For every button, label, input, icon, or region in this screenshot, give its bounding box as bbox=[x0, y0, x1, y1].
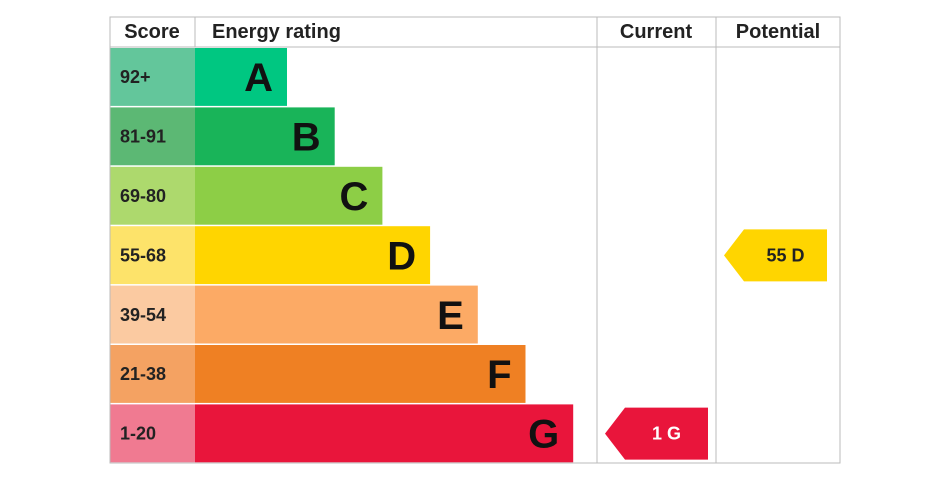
score-label: 55-68 bbox=[120, 245, 166, 265]
rating-bar bbox=[195, 107, 335, 166]
header-score: Score bbox=[124, 21, 180, 43]
header-potential: Potential bbox=[736, 21, 820, 43]
rating-letter: G bbox=[528, 413, 559, 457]
header-rating: Energy rating bbox=[212, 21, 341, 43]
score-cell bbox=[110, 48, 195, 106]
rating-letter: A bbox=[244, 56, 273, 100]
score-cell bbox=[110, 107, 195, 166]
score-label: 81-91 bbox=[120, 127, 166, 147]
current-label: 1 G bbox=[652, 424, 681, 444]
current-score: 1 bbox=[652, 424, 662, 444]
score-label: 1-20 bbox=[120, 424, 156, 444]
score-cell bbox=[110, 404, 195, 463]
potential-arrow bbox=[724, 229, 827, 282]
rating-bar bbox=[195, 48, 287, 106]
score-cell bbox=[110, 226, 195, 285]
score-cell bbox=[110, 285, 195, 344]
rating-bar bbox=[195, 226, 431, 285]
header-current: Current bbox=[620, 21, 693, 43]
rating-bar bbox=[195, 285, 478, 344]
score-label: 92+ bbox=[120, 67, 151, 87]
rating-letter: B bbox=[292, 116, 321, 160]
rating-bar bbox=[195, 404, 574, 463]
score-label: 21-38 bbox=[120, 364, 166, 384]
rating-letter: E bbox=[437, 294, 464, 338]
score-label: 39-54 bbox=[120, 305, 166, 325]
rating-letter: D bbox=[387, 234, 416, 278]
potential-label: 55 D bbox=[766, 245, 804, 265]
score-cell bbox=[110, 166, 195, 225]
rating-bar bbox=[195, 166, 383, 225]
current-arrow bbox=[605, 407, 708, 460]
potential-rating: D bbox=[792, 245, 805, 265]
rating-letter: F bbox=[487, 353, 511, 397]
rating-bar bbox=[195, 345, 526, 403]
current-rating: G bbox=[667, 424, 681, 444]
score-label: 69-80 bbox=[120, 186, 166, 206]
score-cell bbox=[110, 345, 195, 403]
rating-letter: C bbox=[340, 175, 369, 219]
potential-score: 55 bbox=[766, 245, 786, 265]
